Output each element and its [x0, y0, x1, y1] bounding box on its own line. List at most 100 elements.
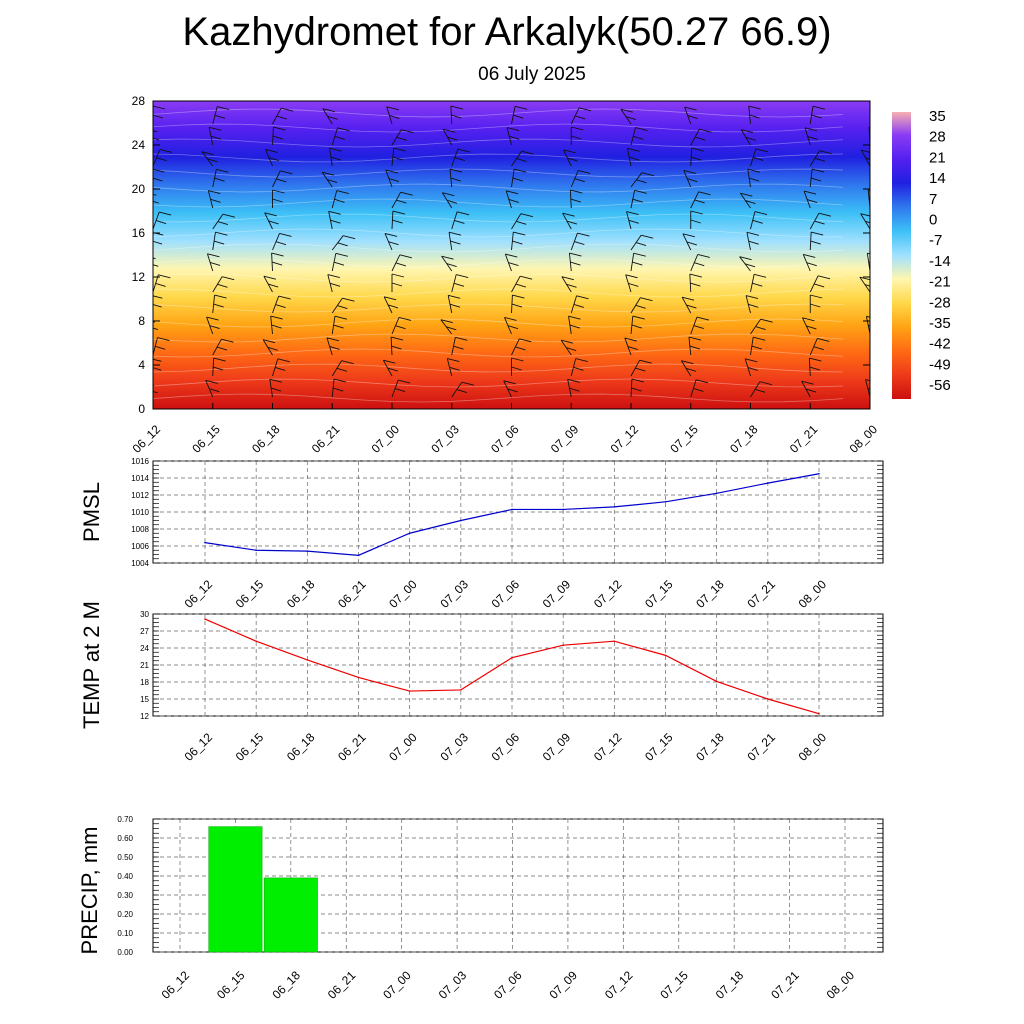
wind-barb-flag: [205, 379, 218, 384]
wind-barb-flag: [441, 255, 454, 260]
wind-barb-staff: [865, 316, 870, 335]
wind-barb-flag: [697, 253, 710, 258]
wind-barb-flag: [461, 381, 475, 386]
x-tick-label: 07_18: [693, 577, 727, 611]
wind-barb-flag: [624, 337, 637, 342]
wind-barb-flag: [803, 253, 816, 258]
data-point: [255, 549, 257, 552]
x-tick-label: 07_15: [642, 730, 676, 764]
wind-barb-flag: [337, 242, 348, 247]
wind-barb-flag: [153, 384, 155, 387]
wind-barb-flag: [210, 135, 222, 140]
wind-barb-flag: [633, 135, 644, 140]
wind-barb-flag: [387, 367, 398, 372]
x-tick-label: 06_12: [159, 968, 193, 1002]
wind-barb-flag: [455, 336, 468, 341]
page-title: Kazhydromet for Arkalyk(50.27 66.9): [182, 10, 832, 54]
wind-barb-flag: [520, 213, 534, 218]
y-tick-label: 0.60: [117, 834, 133, 843]
wind-barb-flag: [631, 324, 643, 329]
wind-barb-flag: [755, 326, 766, 331]
wind-barb-flag: [574, 241, 585, 245]
wind-barb-flag: [818, 212, 831, 217]
wind-barb-flag: [760, 318, 773, 323]
wind-barb-staff: [451, 148, 459, 167]
wind-barb-flag: [221, 338, 234, 343]
wind-barb-flag: [512, 294, 525, 299]
y-tick-label: 20: [132, 182, 146, 196]
wind-barb-flag: [209, 388, 220, 393]
wind-barb-flag: [153, 327, 159, 331]
wind-barb-flag: [206, 316, 219, 321]
wind-barb-flag: [514, 168, 527, 173]
page-date: 06 July 2025: [478, 64, 586, 85]
wind-barb-flag: [390, 336, 404, 341]
wind-barb-flag: [270, 315, 283, 320]
x-tick-label: 07_00: [386, 730, 420, 764]
wind-barb-flag: [875, 233, 887, 236]
wind-barb-flag: [636, 179, 647, 184]
y-tick-label: 0.40: [117, 872, 133, 881]
x-tick-label: 06_15: [233, 577, 267, 611]
contour-line: [153, 168, 844, 178]
colorbar-label: 35: [929, 108, 946, 125]
wind-barb-staff: [206, 316, 214, 335]
wind-barb-flag: [641, 172, 655, 177]
wind-barb-flag: [276, 178, 287, 183]
wind-barb-staff: [562, 212, 572, 230]
wind-barb-flag: [561, 276, 574, 281]
wind-barb-flag: [214, 294, 227, 299]
y-tick-label: 24: [132, 138, 146, 152]
y-tick-label: 0.20: [117, 910, 133, 919]
colorbar-label: -28: [929, 294, 951, 311]
contour-line: [153, 183, 844, 193]
wind-barb-flag: [329, 345, 340, 350]
wind-barb-flag: [641, 234, 654, 239]
wind-barb-flag: [876, 170, 888, 173]
wind-barb-flag: [687, 178, 698, 183]
wind-barb-flag: [329, 282, 341, 287]
y-axis-title: PMSL: [79, 482, 104, 542]
wind-barb-flag: [213, 303, 224, 308]
wind-barb-flag: [861, 149, 870, 153]
data-point: [460, 689, 462, 691]
wind-barb-flag: [326, 337, 340, 342]
x-tick-label: 07_09: [540, 730, 574, 764]
wind-barb-staff: [860, 213, 870, 230]
wind-barb-flag: [342, 297, 355, 302]
wind-barb-flag: [809, 366, 820, 371]
wind-barb-flag: [682, 296, 695, 301]
wind-barb-staff: [750, 318, 762, 335]
wind-barb-flag: [740, 129, 754, 134]
precip-panel: 0.00 0.10 0.20 0.30 0.40 0.50 0.60 0.70 06_12 06_…: [77, 815, 884, 1002]
y-tick-label: 1016: [131, 457, 149, 466]
data-point: [715, 680, 718, 683]
colorbar-bar: [892, 112, 911, 399]
wind-barb-flag: [273, 126, 286, 131]
wind-barb-flag: [337, 305, 348, 310]
wind-barb-flag: [454, 219, 465, 224]
y-axis-title: TEMP at 2 M: [79, 601, 104, 729]
y-axis-title: PRECIP, mm: [77, 827, 102, 955]
wind-barb-staff: [153, 396, 154, 397]
wind-barb-staff: [689, 274, 692, 293]
wind-barb-flag: [566, 283, 577, 288]
wind-barb-flag: [694, 262, 705, 267]
wind-barb-flag: [812, 105, 826, 110]
wind-barb-flag: [639, 359, 652, 364]
wind-barb-flag: [625, 274, 638, 279]
wind-barb-flag: [153, 295, 163, 299]
wind-barb-flag: [272, 198, 283, 203]
wind-barb-flag: [635, 242, 647, 247]
wind-barb-flag: [739, 256, 752, 261]
wind-barb-flag: [635, 367, 646, 372]
wind-barb-flag: [874, 296, 886, 299]
wind-barb-flag: [817, 337, 830, 342]
wind-barb-flag: [810, 303, 821, 308]
wind-barb-staff: [391, 148, 395, 167]
wind-barb-flag: [208, 190, 221, 194]
wind-barb-flag: [872, 304, 882, 307]
wind-barb-flag: [574, 178, 585, 183]
x-tick-label: 07_03: [428, 422, 462, 456]
